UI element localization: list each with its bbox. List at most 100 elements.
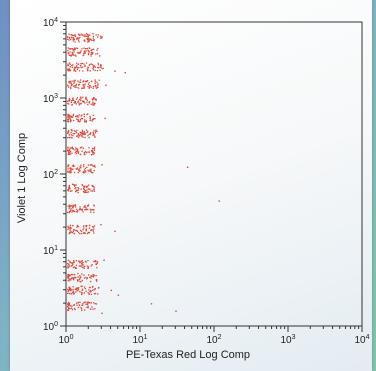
data-point [68, 137, 70, 139]
data-point [67, 275, 69, 277]
data-point [70, 84, 73, 87]
data-point [69, 231, 71, 234]
data-point [68, 263, 70, 266]
data-point [94, 288, 96, 290]
data-point [67, 120, 69, 122]
data-point [97, 287, 100, 289]
data-point [72, 34, 74, 36]
data-point [79, 277, 81, 280]
data-point [67, 150, 69, 152]
data-point [84, 153, 86, 156]
data-point [77, 120, 79, 123]
data-point [67, 228, 69, 231]
data-point [82, 34, 84, 36]
data-point [68, 68, 71, 70]
data-point [73, 260, 75, 262]
x-tick-label: 104 [354, 334, 369, 346]
data-point [73, 279, 75, 281]
data-point [85, 171, 87, 173]
data-point [85, 225, 87, 227]
data-point [78, 168, 81, 170]
data-point [77, 226, 80, 228]
data-point [68, 116, 70, 119]
data-point [79, 278, 81, 280]
data-point [82, 132, 85, 134]
data-point [68, 233, 70, 235]
data-point [84, 209, 86, 211]
data-point [69, 66, 71, 68]
data-point [90, 119, 92, 121]
data-point [70, 48, 72, 50]
data-point [86, 68, 88, 70]
data-point [75, 302, 78, 304]
data-point [93, 276, 95, 278]
data-point [84, 40, 86, 42]
data-point [98, 79, 100, 81]
data-point [78, 102, 80, 104]
data-point [68, 265, 71, 267]
data-point [94, 261, 96, 263]
data-point [73, 165, 75, 167]
data-point [68, 286, 70, 289]
data-point [77, 136, 80, 138]
data-point [69, 171, 71, 174]
data-point [92, 39, 94, 42]
data-point [69, 226, 71, 228]
data-point [69, 117, 71, 119]
data-point [74, 308, 76, 311]
data-point [89, 85, 91, 87]
data-point [87, 306, 89, 309]
data-point [79, 97, 82, 99]
data-point [93, 225, 96, 227]
data-point [69, 69, 72, 72]
data-point [72, 290, 74, 292]
data-point [70, 277, 73, 280]
data-point [74, 69, 76, 72]
data-point [83, 87, 85, 89]
data-point [75, 47, 77, 49]
y-tick-label: 103 [43, 93, 58, 105]
data-point [93, 260, 95, 262]
data-point [75, 147, 77, 149]
data-point [88, 136, 90, 139]
data-point [86, 301, 88, 303]
data-point [70, 205, 73, 207]
data-point [75, 229, 77, 232]
data-point [93, 190, 95, 192]
data-point [70, 190, 72, 192]
data-point [70, 38, 72, 41]
data-point [67, 130, 70, 132]
data-point [92, 285, 94, 288]
data-point [92, 230, 94, 232]
data-point [83, 85, 85, 87]
data-point [83, 309, 86, 311]
data-point [74, 67, 76, 69]
data-point [93, 232, 95, 234]
data-point [94, 303, 96, 305]
data-point [90, 229, 92, 231]
data-point [70, 134, 72, 136]
data-point [87, 188, 90, 190]
data-point [86, 38, 88, 40]
data-point [85, 290, 87, 292]
data-point [73, 54, 75, 56]
data-point [81, 62, 83, 65]
data-point [70, 289, 72, 291]
data-point [94, 146, 96, 148]
data-point [68, 266, 70, 268]
data-point [88, 274, 90, 276]
data-point [67, 267, 69, 269]
data-point [80, 81, 82, 83]
data-point [89, 133, 92, 135]
data-point [71, 305, 73, 307]
data-point [80, 50, 82, 52]
data-point [92, 209, 94, 211]
data-points [67, 33, 220, 314]
data-point [91, 80, 93, 82]
data-point [92, 66, 95, 68]
data-point [91, 48, 93, 51]
data-point [77, 276, 79, 278]
data-point [83, 53, 85, 55]
scatter-chart: 100 101 102 103 104 100 101 102 103 104 PE-Texas … [16, 17, 370, 361]
data-point [70, 265, 72, 267]
